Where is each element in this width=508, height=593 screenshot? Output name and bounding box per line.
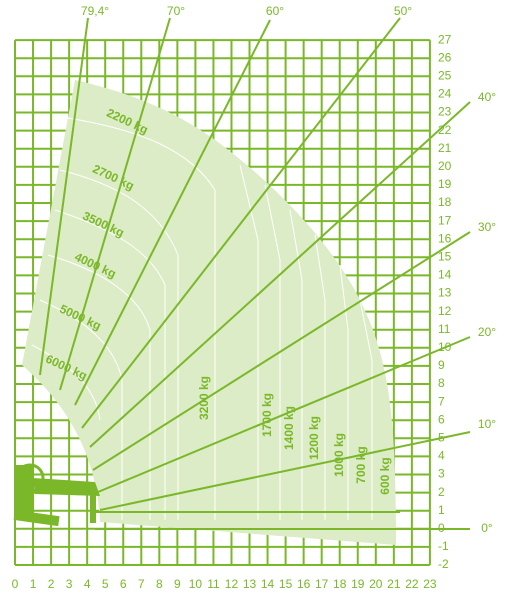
y-tick-label: 9 [438,358,445,372]
angle-label: 20° [478,325,496,339]
y-tick-label: 2 [438,485,445,499]
x-tick-label: 23 [423,577,437,591]
x-tick-label: 19 [351,577,365,591]
y-tick-label: -1 [438,539,449,553]
y-tick-label: 16 [438,231,452,245]
x-tick-label: 15 [279,577,293,591]
x-tick-label: 4 [84,577,91,591]
y-tick-label: 26 [438,50,452,64]
x-tick-label: 7 [138,577,145,591]
y-tick-label: 17 [438,213,452,227]
y-tick-label: 8 [438,376,445,390]
x-tick-label: 18 [333,577,347,591]
x-tick-label: 6 [120,577,127,591]
load-label: 700 kg [354,446,368,483]
load-label: 1400 kg [282,406,296,450]
y-tick-label: 24 [438,87,452,101]
y-tick-label: 15 [438,249,452,263]
x-tick-label: 8 [156,577,163,591]
angle-label: 79,4° [81,4,109,18]
y-tick-label: 20 [438,159,452,173]
load-label: 600 kg [378,457,392,494]
x-tick-label: 20 [369,577,383,591]
y-tick-label: 13 [438,286,452,300]
x-tick-label: 17 [315,577,329,591]
y-tick-label: 12 [438,304,452,318]
y-tick-label: 11 [438,322,451,336]
y-tick-label: 1 [438,503,445,517]
y-tick-label: 5 [438,430,445,444]
y-tick-label: 23 [438,105,452,119]
y-tick-label: 3 [438,467,445,481]
y-tick-label: 25 [438,68,452,82]
x-tick-label: 10 [189,577,203,591]
x-tick-label: 3 [66,577,73,591]
load-curves [31,117,373,520]
load-label: 1200 kg [307,416,321,460]
y-tick-label: 22 [438,123,452,137]
x-tick-label: 1 [30,577,37,591]
telehandler [13,463,100,527]
x-tick-label: 16 [297,577,311,591]
y-tick-label: 4 [438,449,445,463]
angle-label: 60° [266,4,284,18]
load-label: 1000 kg [332,433,346,477]
x-tick-label: 2 [48,577,55,591]
angle-label: 70° [167,4,185,18]
y-tick-label: 19 [438,177,452,191]
angle-label: 40° [478,90,496,104]
x-tick-label: 9 [174,577,181,591]
y-tick-label: 10 [438,340,452,354]
x-tick-label: 22 [405,577,419,591]
y-tick-label: 18 [438,195,452,209]
y-tick-label: 27 [438,32,452,46]
load-label: 3200 kg [197,376,211,420]
x-tick-label: 21 [387,577,401,591]
angle-lines [39,17,471,530]
y-tick-label: -2 [438,557,449,571]
x-tick-label: 11 [207,577,220,591]
y-tick-label: 0 [438,521,445,535]
load-label: 1700 kg [260,393,274,437]
angle-label: 50° [394,4,412,18]
x-tick-label: 5 [102,577,109,591]
y-tick-label: 14 [438,268,452,282]
angle-label: 10° [478,417,496,431]
y-tick-label: 6 [438,412,445,426]
y-tick-label: 7 [438,394,445,408]
y-tick-label: 21 [438,141,452,155]
x-tick-label: 14 [261,577,275,591]
angle-label: 30° [478,220,496,234]
x-tick-label: 13 [243,577,257,591]
x-tick-label: 12 [225,577,239,591]
angle-label: 0° [481,521,493,535]
x-tick-label: 0 [12,577,19,591]
